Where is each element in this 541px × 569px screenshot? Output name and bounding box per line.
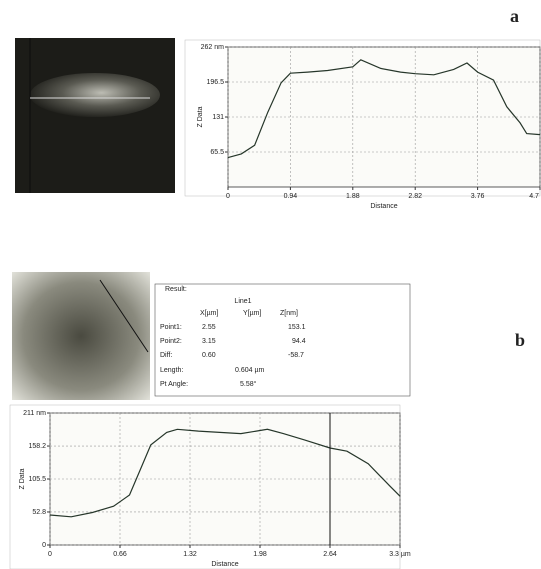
y-axis-label: Z Data: [19, 468, 26, 489]
y-tick-label: 131: [212, 114, 224, 121]
x-tick-label: 0: [48, 551, 52, 558]
row-label: Point2:: [160, 338, 182, 345]
result-box: [154, 283, 411, 397]
y-tick-label: 105.5: [28, 476, 46, 483]
x-tick-label: 3.3 µm: [389, 551, 411, 558]
x-axis-label: Distance: [370, 203, 397, 210]
result-title: Result:: [165, 286, 187, 293]
x-tick-label: 0: [226, 193, 230, 200]
series-label: Line1: [234, 298, 251, 305]
x-tick-label: 0.66: [113, 551, 127, 558]
profile-line: [227, 59, 541, 159]
y-tick-label: 158.2: [28, 443, 46, 450]
y-tick-label: 262 nm: [201, 44, 225, 51]
row-label: Length:: [160, 367, 183, 374]
cell: 0.604 µm: [235, 367, 264, 374]
cell: 5.58°: [240, 380, 257, 388]
cell: 94.4: [292, 338, 306, 345]
cell: 0.60: [202, 352, 216, 359]
col-header: X[µm]: [200, 310, 218, 317]
row-label: Point1:: [160, 324, 182, 331]
x-tick-label: 2.64: [323, 551, 337, 558]
afm-feature: [30, 73, 160, 117]
y-tick-label: 196.5: [206, 79, 224, 86]
panel-label: b: [515, 330, 525, 350]
col-header: Z[nm]: [280, 310, 298, 317]
x-tick-label: 2.82: [408, 193, 422, 200]
afm-image-b: [12, 272, 150, 400]
profile-line: [49, 428, 401, 518]
panel-label: a: [510, 6, 519, 26]
row-label: Pt Angle:: [160, 381, 188, 388]
y-axis-label: Z Data: [197, 106, 204, 127]
x-tick-label: 4.7 µm: [529, 193, 541, 200]
x-tick-label: 1.32: [183, 551, 197, 558]
y-tick-label: 65.5: [210, 149, 224, 156]
cell: 2.55: [202, 324, 216, 331]
x-tick-label: 0.94: [284, 193, 298, 200]
cell: 3.15: [202, 338, 216, 345]
y-tick-label: 52.8: [32, 509, 46, 516]
x-axis-label: Distance: [211, 561, 238, 568]
x-tick-label: 3.76: [471, 193, 485, 200]
row-label: Diff:: [160, 352, 172, 359]
scan-line: [99, 279, 149, 353]
cell: 153.1: [288, 324, 306, 331]
x-tick-label: 1.98: [253, 551, 267, 558]
cell: -58.7: [288, 352, 304, 359]
x-tick-label: 1.88: [346, 193, 360, 200]
y-tick-label: 0: [42, 542, 46, 549]
col-header: Y[µm]: [243, 310, 261, 317]
plot-area: [49, 412, 401, 546]
y-tick-label: 211 nm: [23, 410, 46, 417]
